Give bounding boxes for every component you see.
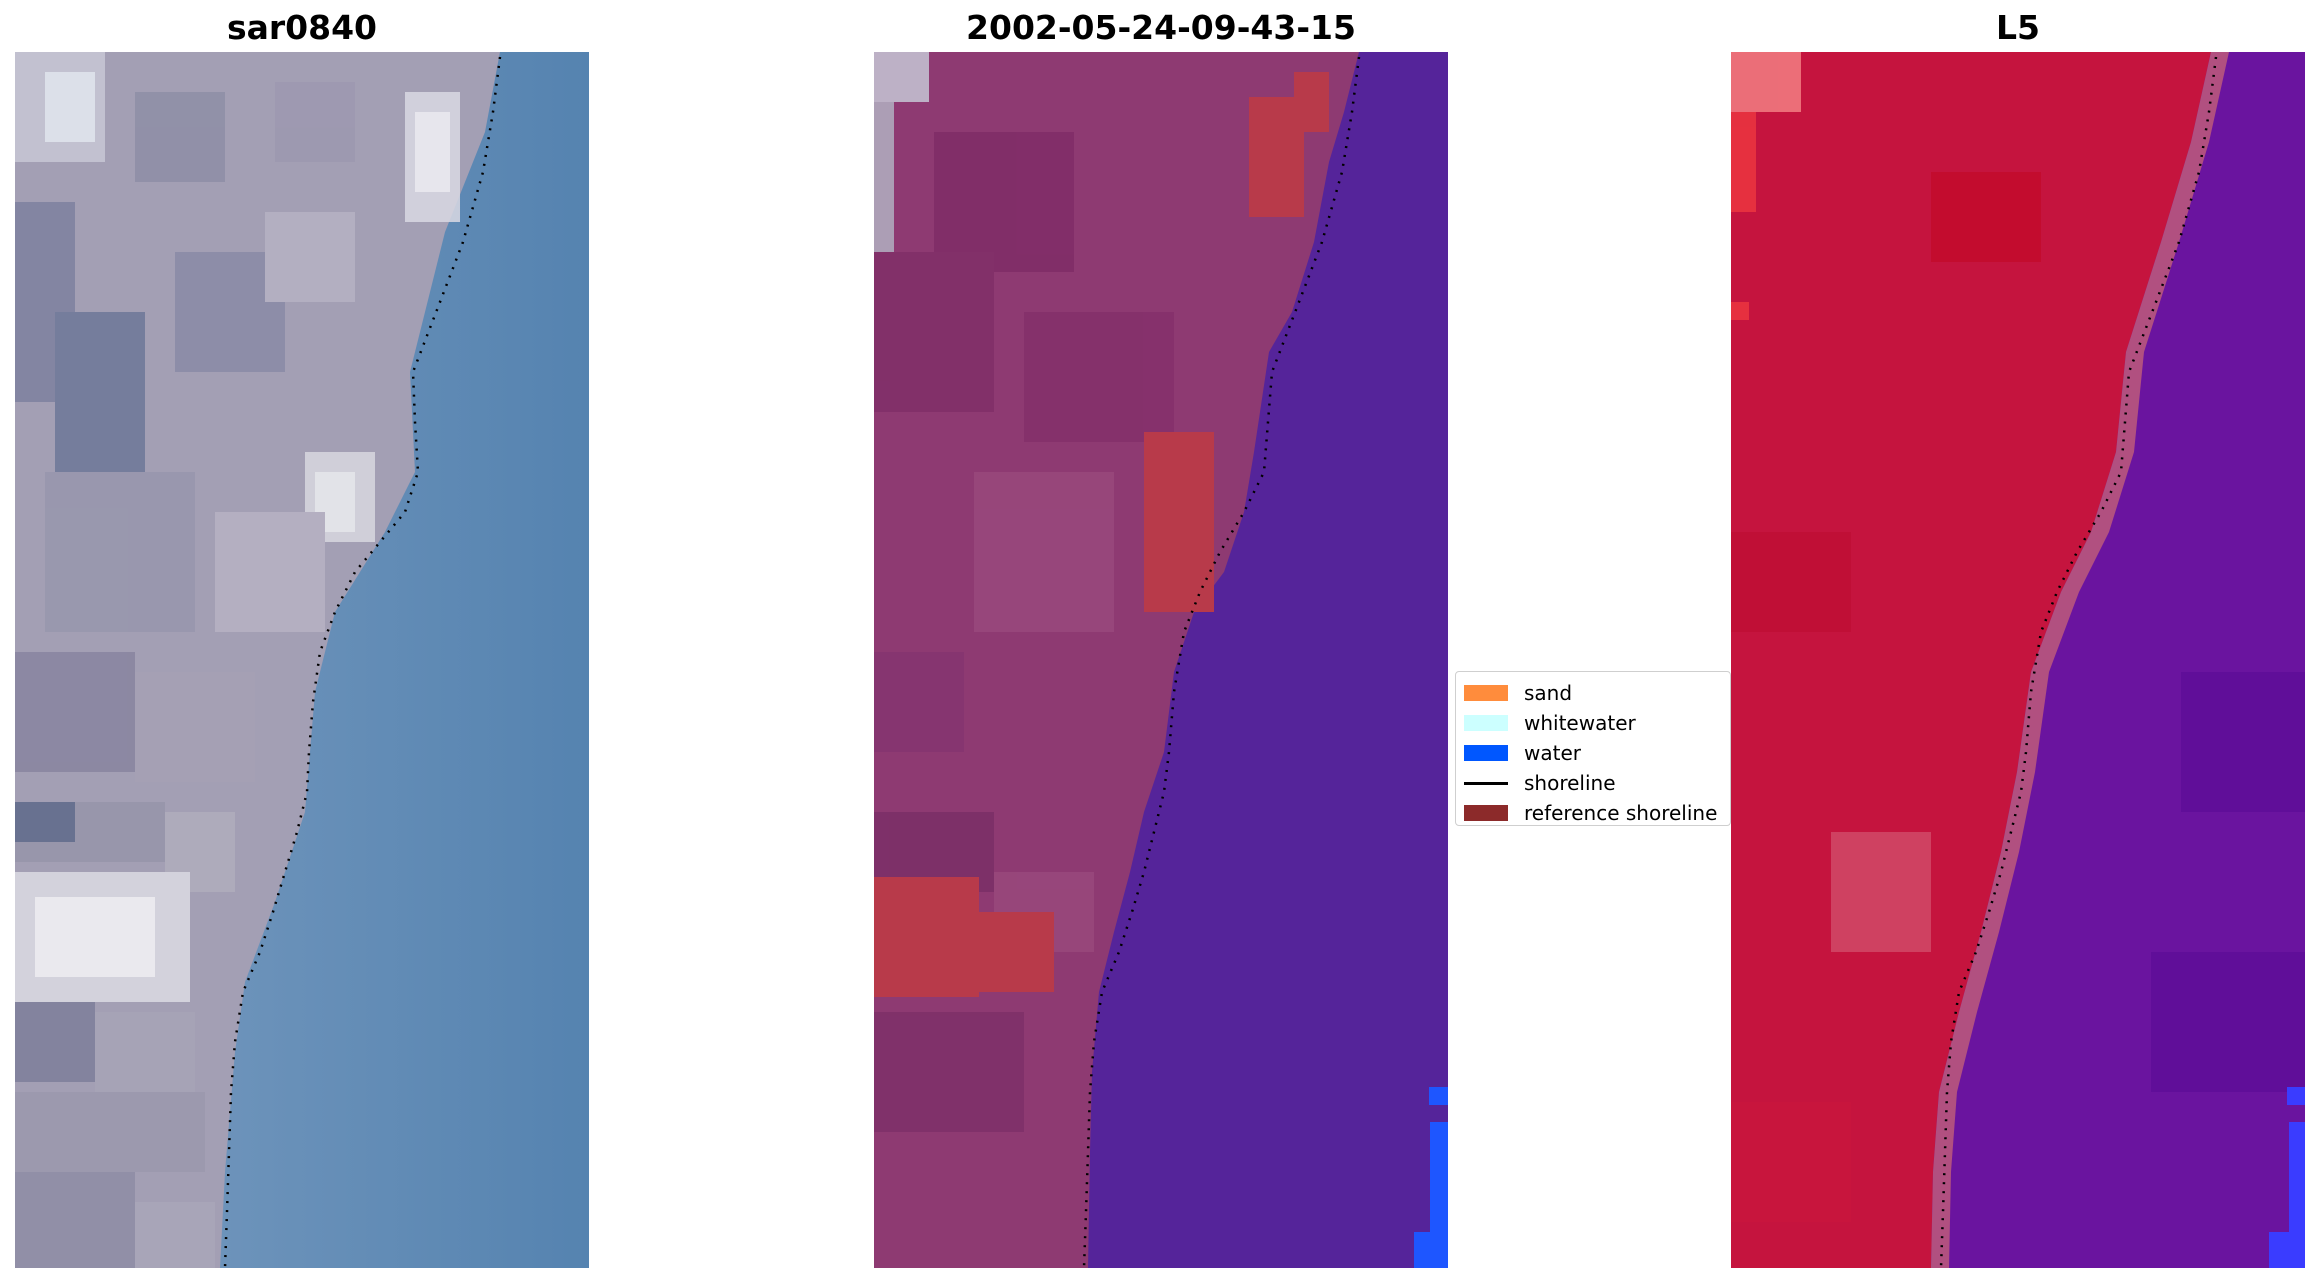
- shoreline-line-swatch: [1464, 781, 1508, 785]
- panel-title-date: 2002-05-24-09-43-15: [966, 8, 1356, 47]
- panel-title-index: L5: [1996, 8, 2040, 47]
- panel-title-image: sar0840: [226, 8, 378, 47]
- legend-label: reference shoreline: [1524, 801, 1718, 825]
- legend-label: whitewater: [1524, 711, 1636, 735]
- classified-image-panel: [874, 52, 1448, 1268]
- legend: sand whitewater water shoreline referenc…: [1455, 671, 1731, 826]
- index-image-panel: [1731, 52, 2305, 1268]
- legend-item-sand: sand: [1464, 678, 1720, 708]
- classified-image: [874, 52, 1448, 1268]
- whitewater-swatch: [1464, 715, 1508, 731]
- legend-label: sand: [1524, 681, 1573, 705]
- reference-shoreline-swatch: [1464, 805, 1508, 821]
- legend-item-shoreline: shoreline: [1464, 768, 1720, 798]
- sand-swatch: [1464, 685, 1508, 701]
- index-image: [1731, 52, 2305, 1268]
- legend-item-reference-shoreline: reference shoreline: [1464, 798, 1720, 828]
- rgb-image-panel: [15, 52, 589, 1268]
- water-swatch: [1464, 745, 1508, 761]
- legend-item-whitewater: whitewater: [1464, 708, 1720, 738]
- legend-item-water: water: [1464, 738, 1720, 768]
- legend-label: water: [1524, 741, 1581, 765]
- legend-label: shoreline: [1524, 771, 1616, 795]
- rgb-image: [15, 52, 589, 1268]
